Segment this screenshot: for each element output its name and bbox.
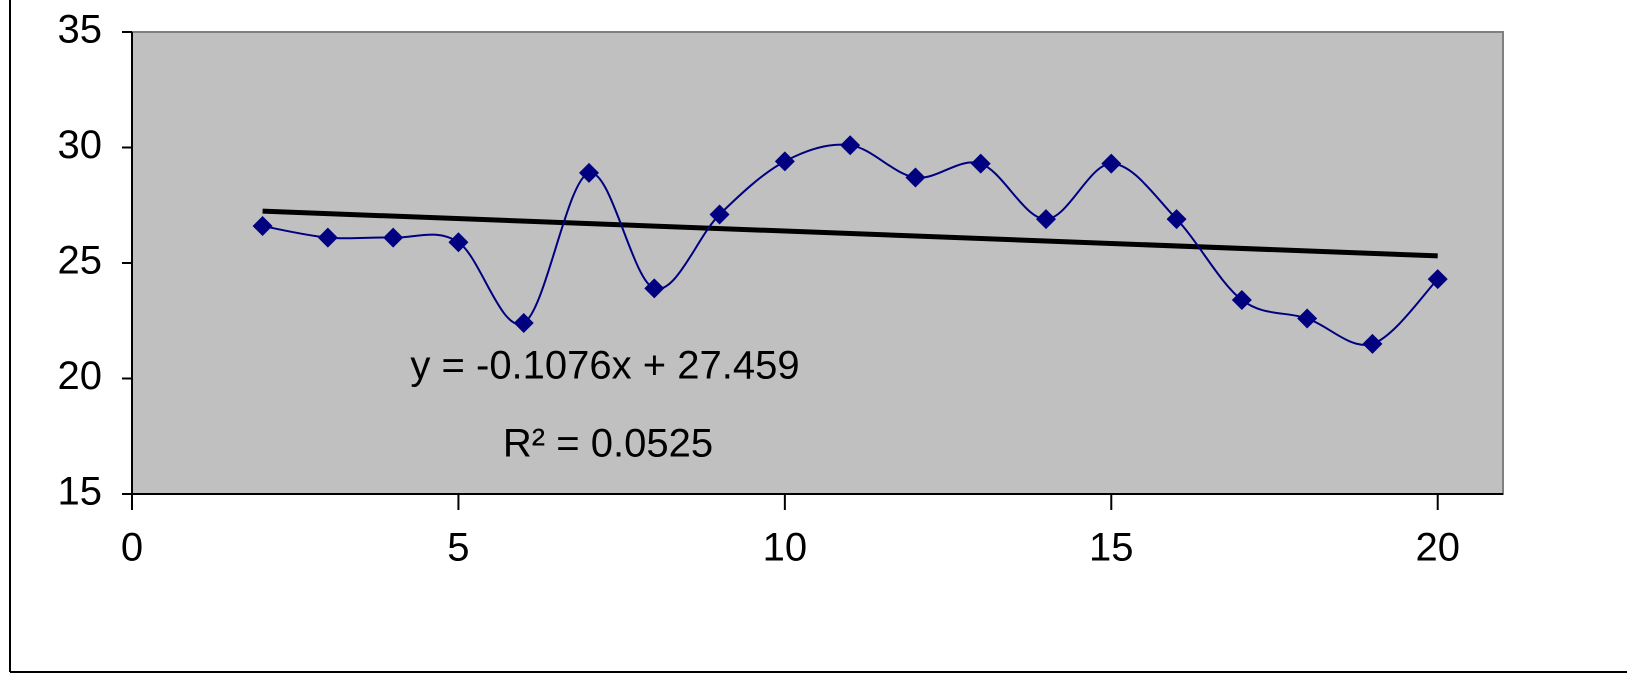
data-point [383, 227, 404, 248]
x-tick-label: 5 [447, 526, 469, 570]
data-point [1036, 209, 1056, 230]
x-tick-label: 0 [121, 526, 143, 570]
y-tick-label: 20 [58, 354, 103, 398]
data-point [317, 227, 338, 248]
y-tick-label: 35 [58, 8, 103, 52]
data-point [709, 204, 730, 225]
y-tick-label: 30 [58, 123, 103, 167]
x-tick-label: 15 [1089, 526, 1134, 570]
x-tick-label: 10 [763, 526, 808, 570]
x-tick-label: 20 [1415, 526, 1460, 570]
data-point [905, 167, 926, 188]
r-squared: R² = 0.0525 [503, 422, 713, 466]
y-tick-label: 15 [58, 470, 103, 514]
data-point [252, 216, 273, 237]
data-point [1362, 333, 1383, 354]
series-line [262, 143, 1439, 346]
data-point [1101, 153, 1122, 174]
y-tick-label: 25 [58, 239, 103, 283]
data-point [1427, 269, 1448, 290]
trendline-equation: y = -0.1076x + 27.459 [410, 344, 799, 388]
data-point [1166, 209, 1187, 230]
plot-area [131, 31, 1504, 495]
data-point [448, 232, 469, 253]
data-point [774, 151, 795, 172]
data-point [513, 313, 534, 334]
data-point [579, 162, 599, 183]
data-point [1231, 289, 1252, 310]
data-point [1297, 308, 1318, 329]
data-point [840, 135, 861, 156]
data-point [970, 153, 991, 174]
trendline [262, 208, 1438, 259]
data-point [644, 278, 665, 299]
